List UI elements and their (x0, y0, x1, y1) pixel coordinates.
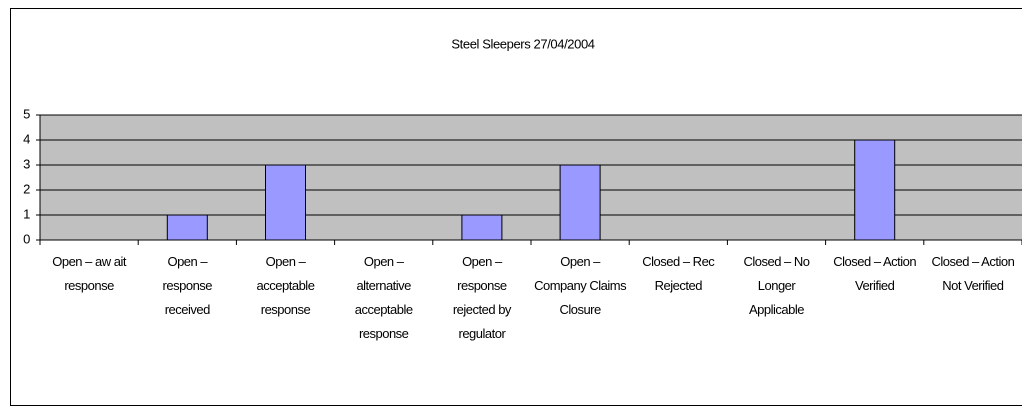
y-tick-label: 5 (23, 106, 30, 121)
chart-title: Steel Sleepers 27/04/2004 (451, 36, 594, 51)
bar (265, 164, 306, 241)
y-tick-label: 3 (23, 156, 30, 171)
x-tick-label: Open – response received (162, 254, 213, 317)
y-tick-label: 2 (23, 181, 30, 196)
x-tick-label: Open – Company Claims Closure (534, 254, 627, 317)
x-tick-label: Closed – Action Not Verified (931, 254, 1015, 293)
y-tick-label: 4 (23, 131, 30, 146)
x-tick-label: Open – response rejected by regulator (452, 254, 512, 341)
bar (461, 214, 503, 241)
x-tick-label: Closed – Action Verified (833, 254, 917, 293)
x-tick-label: Closed – No Longer Applicable (743, 254, 810, 317)
x-tick-label: Open – aw ait response (52, 254, 126, 293)
y-tick-label: 1 (23, 206, 30, 221)
bar (854, 139, 896, 241)
bar (559, 164, 601, 241)
bar (166, 214, 208, 241)
x-tick-label: Open – acceptable response (256, 254, 315, 317)
x-tick-label: Closed – Rec Rejected (642, 254, 715, 293)
y-tick-label: 0 (23, 231, 30, 246)
x-tick-label: Open – alternative acceptable response (354, 254, 413, 341)
